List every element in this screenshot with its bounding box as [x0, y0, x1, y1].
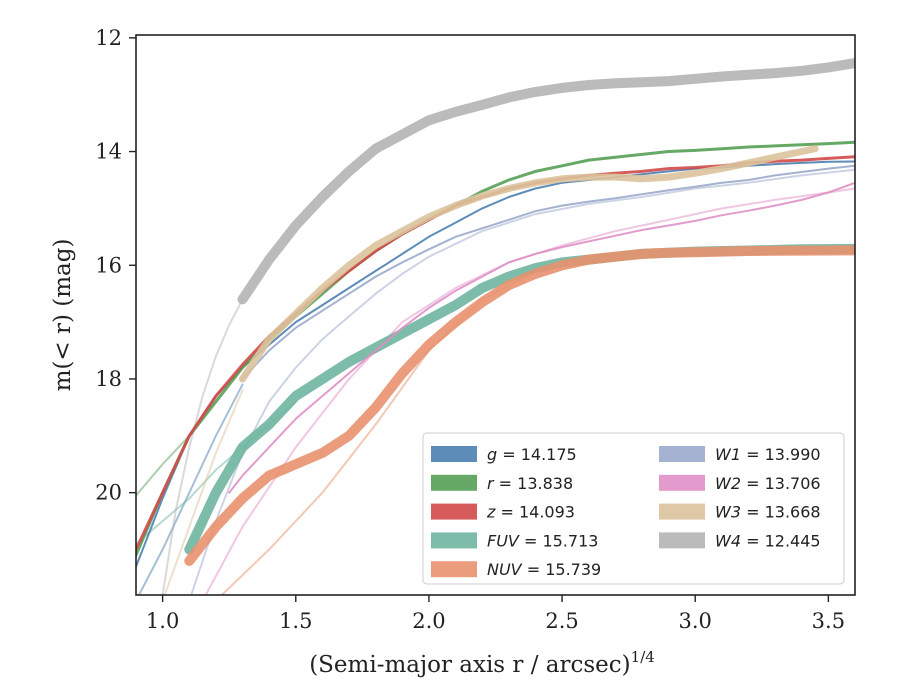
- faint-profile-W3: [163, 389, 244, 595]
- legend-mag: = 15.739: [522, 560, 602, 579]
- legend-swatch-r: [431, 474, 477, 491]
- series-W3: [239, 145, 819, 383]
- legend-swatch-z: [431, 503, 477, 520]
- legend-swatch-W3: [659, 503, 705, 520]
- x-tick-label: 1.0: [146, 609, 179, 633]
- plot-frame: [135, 34, 856, 596]
- x-axis-label: (Semi-major axis r / arcsec)1/4: [309, 648, 655, 678]
- faint-profile-g: [137, 383, 244, 595]
- y-tick-label: 18: [95, 367, 122, 391]
- x-axis-label-superscript: 1/4: [631, 648, 655, 666]
- legend-label-W3: W3 = 13.668: [715, 503, 821, 522]
- x-tick-label: 3.0: [679, 609, 712, 633]
- x-axis-label-text: (Semi-major axis r / arcsec): [309, 652, 630, 678]
- y-tick-label: 14: [95, 140, 122, 164]
- legend-label-NUV: NUV = 15.739: [487, 560, 601, 579]
- legend-label-FUV: FUV = 15.713: [487, 531, 598, 550]
- legend-label-W1: W1 = 13.990: [715, 445, 821, 464]
- legend-band: g: [487, 445, 497, 464]
- legend-label-g: g = 14.175: [487, 445, 577, 464]
- legend-band: W3: [715, 503, 741, 522]
- legend-band: W4: [715, 531, 741, 550]
- legend-mag: = 15.713: [519, 531, 599, 550]
- legend-label-z: z = 14.093: [486, 503, 575, 522]
- faint-profile-W1: [190, 168, 855, 595]
- legend-box: [422, 432, 845, 585]
- legend-mag: = 13.838: [494, 474, 574, 493]
- plot-area: [136, 58, 855, 595]
- legend-swatch-FUV: [431, 532, 477, 549]
- legend-label-r: r = 13.838: [487, 474, 573, 493]
- series-W2: [228, 181, 855, 494]
- series-W4: [237, 58, 855, 305]
- legend-swatch-NUV: [431, 561, 477, 578]
- legend-band: FUV: [487, 531, 520, 550]
- legend-label-W2: W2 = 13.706: [715, 474, 821, 493]
- y-tick-label: 16: [95, 253, 122, 277]
- legend-label-W4: W4 = 12.445: [715, 531, 821, 550]
- legend-mag: = 14.093: [495, 503, 575, 522]
- legend-mag: = 13.668: [741, 503, 821, 522]
- legend-band: z: [486, 503, 496, 522]
- y-axis-label: m(< r) (mag): [50, 239, 76, 392]
- legend-band: NUV: [487, 560, 523, 579]
- legend-swatch-W1: [659, 446, 705, 462]
- x-tick-label: 2.0: [412, 609, 445, 633]
- x-tick-label: 1.5: [279, 609, 312, 633]
- legend-swatch-g: [431, 446, 477, 462]
- y-tick-label: 20: [95, 481, 122, 505]
- legend-mag: = 13.706: [741, 474, 821, 493]
- legend-mag: = 12.445: [741, 531, 821, 550]
- legend-band: W2: [715, 474, 741, 493]
- y-tick-label: 12: [95, 26, 122, 50]
- faint-profile-r: [136, 434, 191, 497]
- legend-band: r: [487, 474, 495, 493]
- legend-mag: = 14.175: [497, 445, 577, 464]
- x-tick-label: 3.5: [812, 609, 845, 633]
- series-NUV: [184, 245, 855, 566]
- legend-mag: = 13.990: [741, 445, 821, 464]
- series-W1: [241, 164, 855, 380]
- axis-ticks: 1.0 1.5 2.0 2.5 3.0 3.5 12 14 16 18 20: [95, 26, 845, 633]
- legend-swatch-W2: [659, 474, 705, 491]
- faint-profile-W4: [161, 298, 244, 595]
- legend-swatch-W4: [659, 532, 705, 549]
- legend-band: W1: [715, 445, 741, 464]
- x-tick-label: 2.5: [545, 609, 578, 633]
